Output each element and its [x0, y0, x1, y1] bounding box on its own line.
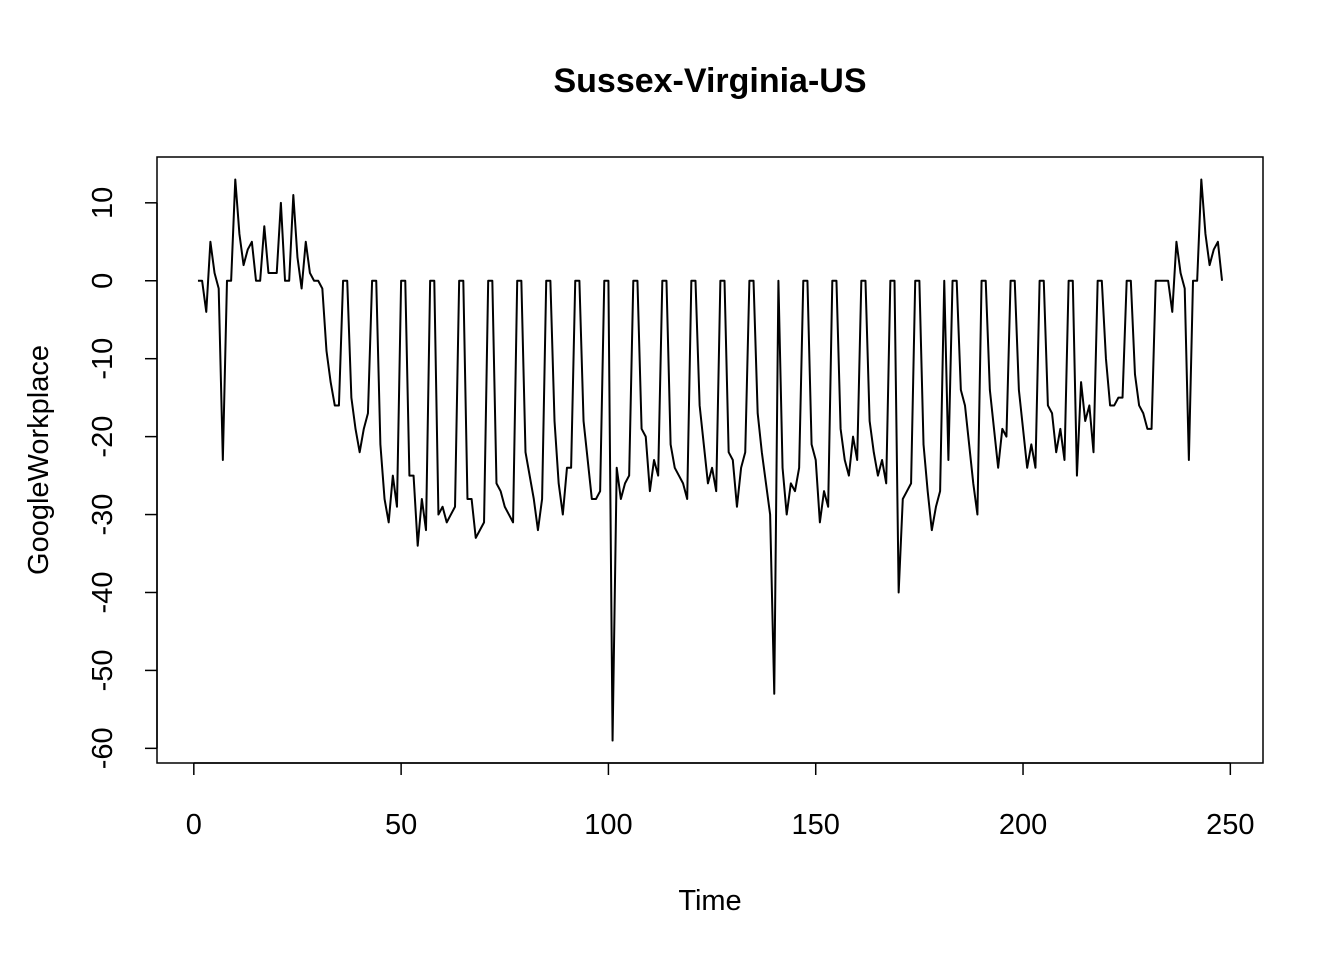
x-axis-title: Time	[678, 885, 741, 917]
x-tick-label: 150	[792, 809, 840, 841]
y-axis-title: GoogleWorkplace	[23, 345, 55, 575]
y-tick-label: -60	[87, 727, 119, 769]
y-tick-label: -50	[87, 649, 119, 691]
y-tick-label: -10	[87, 338, 119, 380]
y-tick-label: 0	[87, 273, 119, 289]
x-tick-label: 100	[584, 809, 632, 841]
chart-title: Sussex-Virginia-US	[553, 62, 866, 100]
y-tick-label: -40	[87, 572, 119, 614]
x-tick-label: 50	[385, 809, 417, 841]
data-line	[197, 178, 1224, 742]
y-tick-label: 10	[87, 187, 119, 219]
x-tick-label: 250	[1206, 809, 1254, 841]
y-tick-label: -20	[87, 416, 119, 458]
x-tick-label: 200	[999, 809, 1047, 841]
y-tick-label: -30	[87, 494, 119, 536]
x-tick-label: 0	[186, 809, 202, 841]
